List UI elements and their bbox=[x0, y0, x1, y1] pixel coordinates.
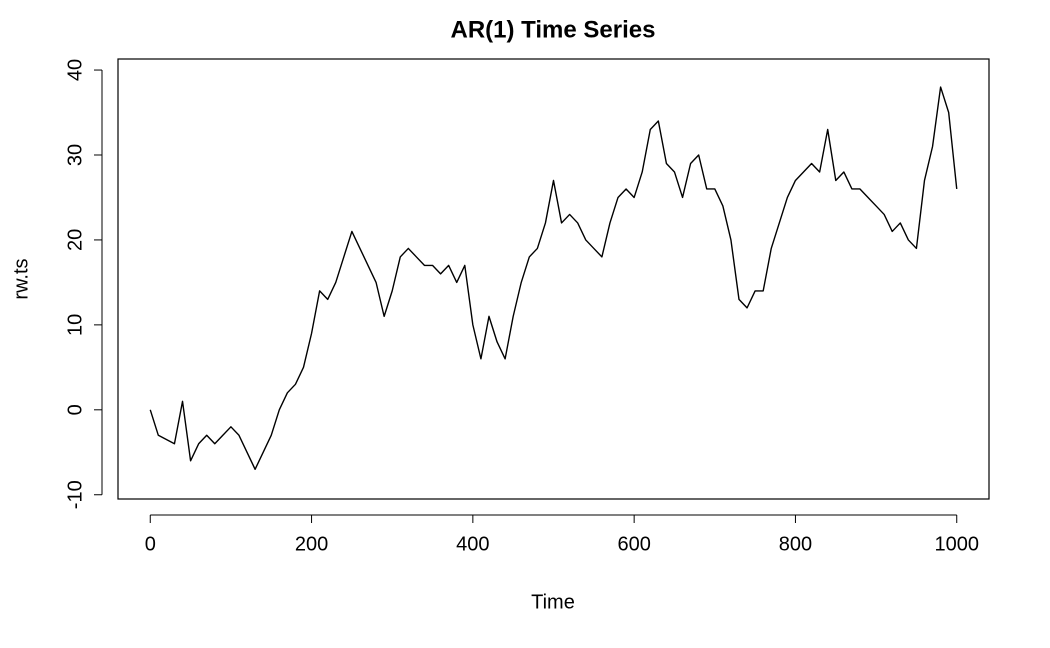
x-tick-label: 0 bbox=[145, 533, 156, 555]
y-tick-label: 30 bbox=[64, 144, 86, 166]
y-tick-label: -10 bbox=[64, 480, 86, 509]
x-tick-label: 1000 bbox=[934, 533, 979, 555]
x-tick-label: 600 bbox=[617, 533, 650, 555]
x-tick-label: 200 bbox=[295, 533, 328, 555]
data-line bbox=[149, 86, 958, 470]
y-axis-label: rw.ts bbox=[10, 258, 32, 299]
x-tick-label: 400 bbox=[456, 533, 489, 555]
y-tick-label: 20 bbox=[64, 229, 86, 251]
x-axis-label: Time bbox=[531, 591, 575, 613]
chart-title: AR(1) Time Series bbox=[451, 16, 656, 43]
y-tick-label: 0 bbox=[64, 404, 86, 415]
y-tick-label: 40 bbox=[64, 59, 86, 81]
x-tick-label: 800 bbox=[779, 533, 812, 555]
y-tick-label: 10 bbox=[64, 314, 86, 336]
plot-box bbox=[117, 58, 990, 500]
